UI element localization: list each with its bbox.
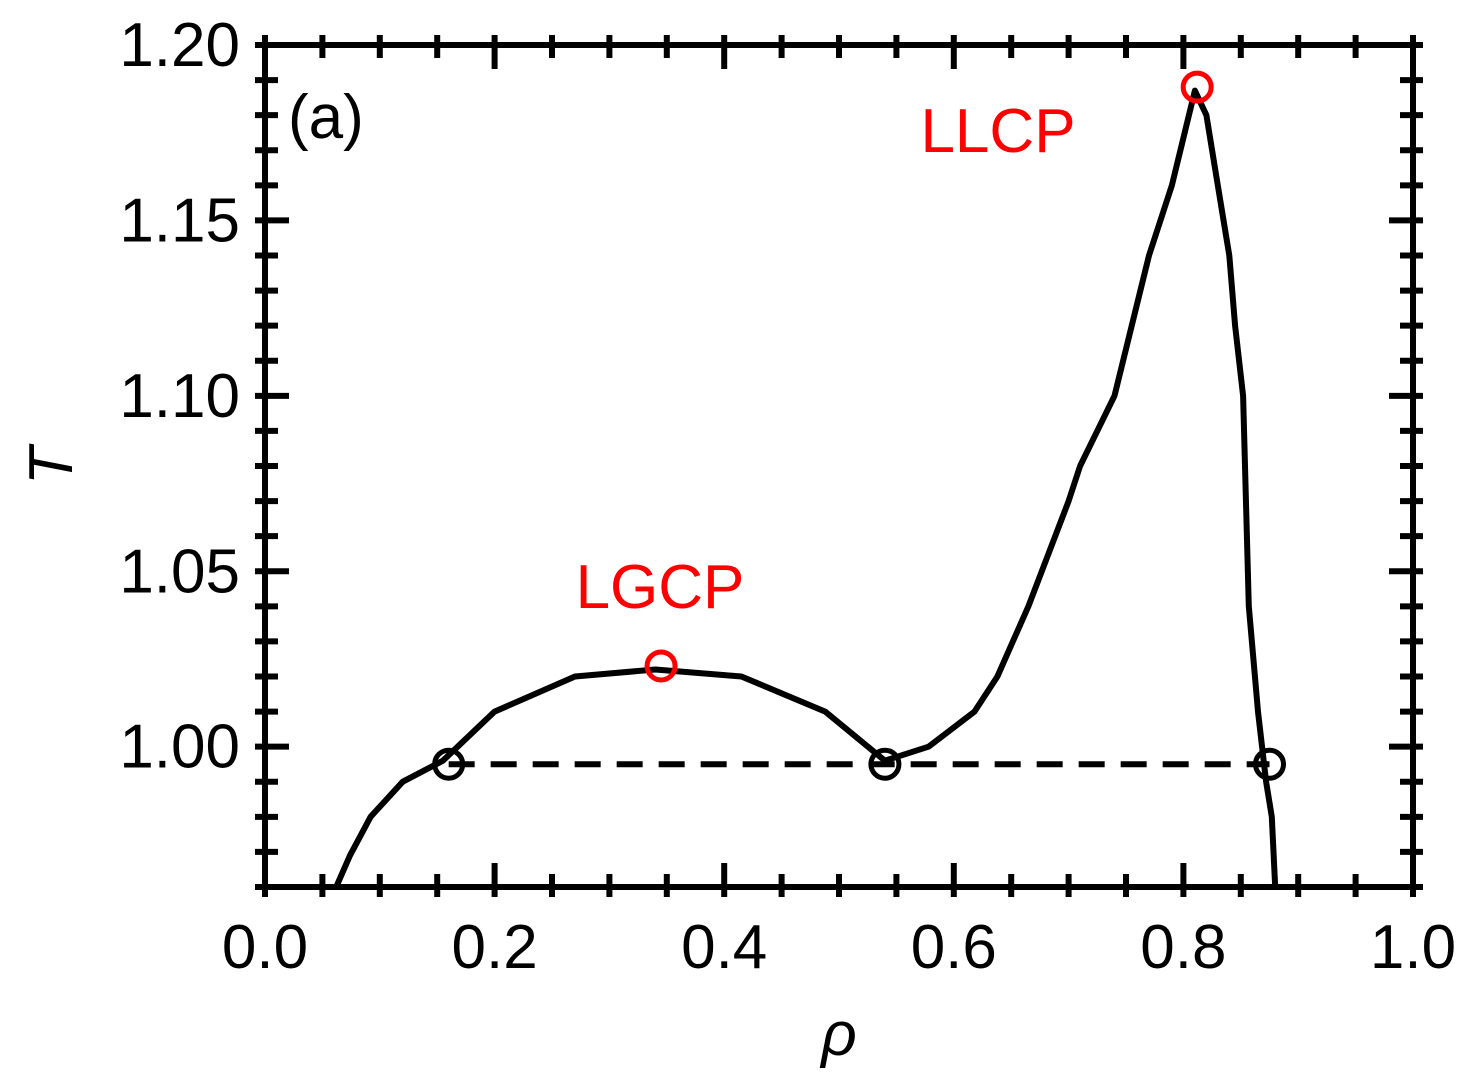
coexistence-point — [1253, 747, 1286, 781]
plot-frame — [262, 42, 1416, 890]
y-tick-label: 1.20 — [119, 11, 240, 80]
binodal-curve — [333, 87, 1279, 887]
y-tick-label: 1.15 — [119, 186, 240, 255]
x-tick-label: 0.2 — [451, 913, 537, 982]
x-axis-title: ρ — [819, 1000, 857, 1069]
lgcp-label: LGCP — [576, 553, 745, 622]
critical-point-llcp — [1180, 70, 1214, 104]
x-tick-label: 0.6 — [911, 913, 997, 982]
panel-label: (a) — [288, 83, 364, 152]
data-layer — [333, 70, 1286, 887]
ticks-layer: 0.0 0.2 0.4 0.6 0.8 1.0 1.00 1.05 1.10 1.15 1.20 — [119, 11, 1456, 982]
x-tick-label: 0.0 — [222, 913, 308, 982]
coexistence-point — [432, 747, 466, 781]
critical-point-lgcp — [644, 649, 678, 683]
llcp-label: LLCP — [920, 97, 1075, 166]
y-tick-label: 1.05 — [119, 537, 240, 606]
x-tick-label: 1.0 — [1370, 913, 1456, 982]
labels-layer: (a) ρ T LGCP LLCP — [17, 83, 1076, 1069]
coexistence-point — [868, 747, 902, 781]
y-axis-title: T — [17, 443, 86, 485]
x-tick-label: 0.4 — [681, 913, 767, 982]
y-tick-label: 1.10 — [119, 362, 240, 431]
y-tick-label: 1.00 — [119, 713, 240, 782]
x-tick-label: 0.8 — [1140, 913, 1226, 982]
